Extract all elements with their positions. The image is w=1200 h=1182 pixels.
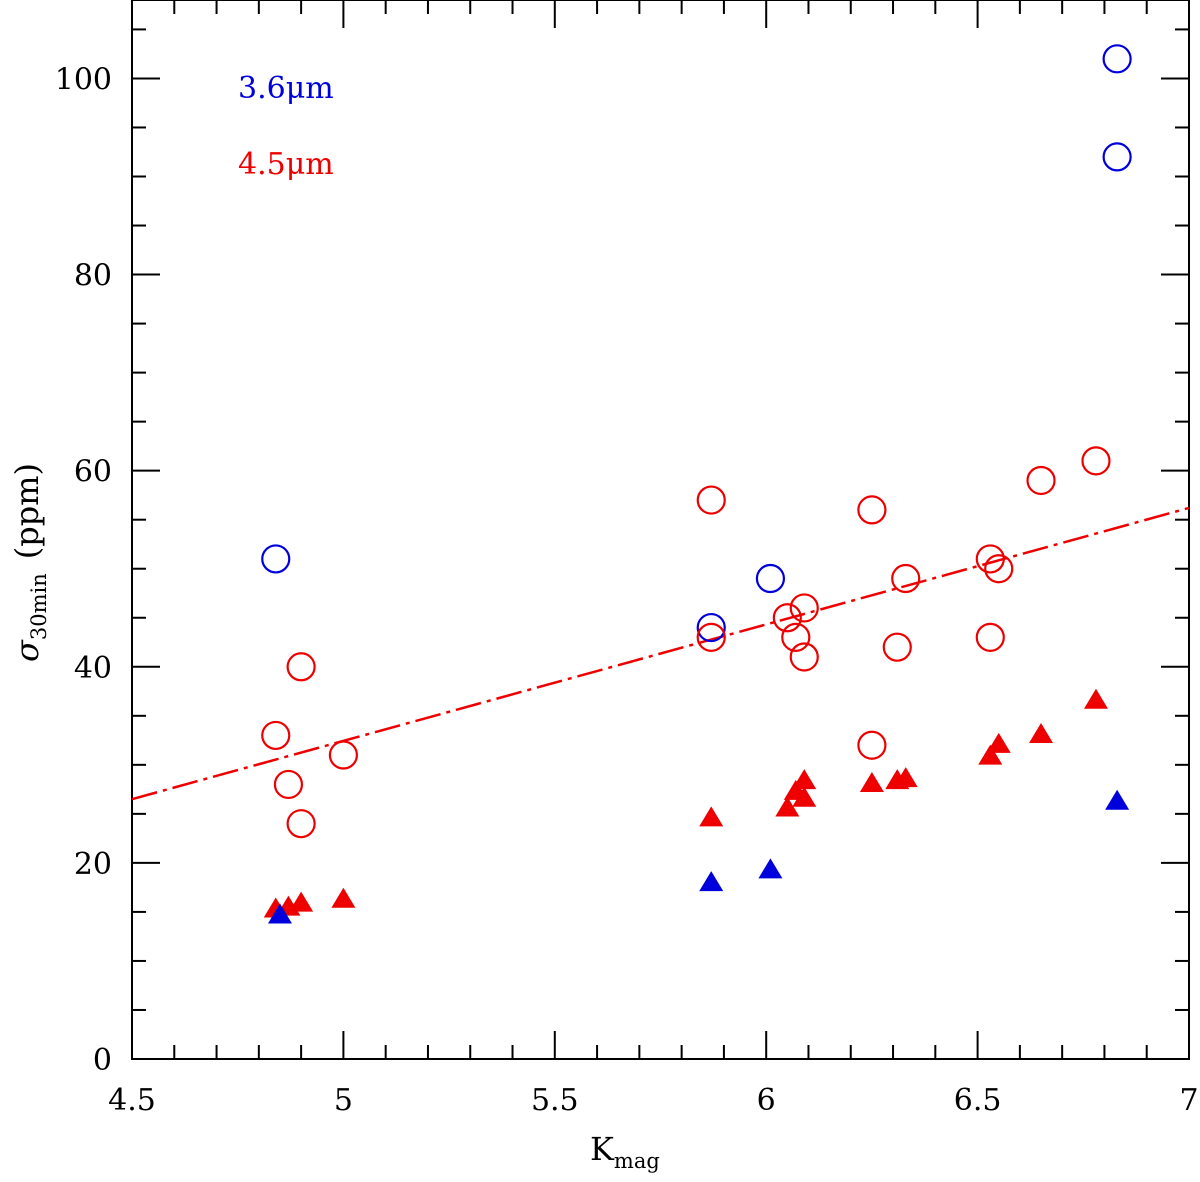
open-circle-marker: [286, 809, 316, 839]
open-circle-marker: [975, 622, 1005, 652]
open-circle-marker: [975, 544, 1005, 574]
open-circle-marker: [781, 622, 811, 652]
open-circle-marker: [696, 485, 726, 515]
open-circle-marker: [882, 632, 912, 662]
filled-triangle-marker: [859, 772, 884, 793]
open-circle-marker: [286, 652, 316, 682]
filled-triangle-marker: [267, 903, 292, 924]
y-tick-label: 60: [74, 455, 112, 490]
filled-triangle-marker: [792, 786, 817, 807]
y-tick-label: 40: [74, 651, 112, 686]
open-circle-marker: [857, 730, 887, 760]
open-circle-marker: [1102, 44, 1132, 74]
axis-tick-labels: 4.5 5 5.5 6 6.5 7 0 20 40 60 80 100: [55, 62, 1199, 1118]
fit-line: [131, 506, 1190, 801]
x-tick-label: 6.5: [954, 1083, 1002, 1118]
filled-triangle-marker: [699, 871, 724, 892]
filled-triangle-marker: [893, 767, 918, 788]
open-circle-marker: [772, 603, 802, 633]
open-circle-marker: [328, 740, 358, 770]
x-tick-label: 7: [1179, 1083, 1198, 1118]
legend-item-3-6um: 3.6μm: [238, 71, 334, 106]
filled-triangle-marker: [699, 806, 724, 827]
filled-triangle-marker: [289, 891, 314, 912]
open-circle-marker: [755, 563, 786, 594]
open-circle-marker: [857, 495, 887, 525]
y-tick-label: 20: [74, 847, 112, 882]
filled-triangle-marker: [792, 769, 817, 790]
y-tick-label: 80: [74, 259, 112, 294]
open-circle-marker: [261, 720, 291, 751]
x-tick-label: 4.5: [108, 1083, 156, 1118]
open-circle-marker: [1081, 446, 1111, 476]
filled-triangle-marker: [331, 887, 356, 908]
open-circle-marker: [261, 544, 291, 574]
open-circle-marker: [1102, 142, 1132, 172]
plot-frame: [131, 0, 1190, 1060]
filled-triangle-marker: [978, 744, 1003, 765]
data-points: [261, 44, 1132, 924]
filled-triangle-marker: [1083, 688, 1108, 709]
filled-triangle-marker: [1105, 789, 1130, 810]
open-circle-marker: [696, 622, 726, 652]
open-circle-marker: [1026, 465, 1056, 496]
y-tick-label: 100: [55, 62, 112, 97]
y-tick-label: 0: [93, 1043, 112, 1078]
open-circle-marker: [789, 593, 819, 623]
filled-triangle-marker: [986, 732, 1011, 753]
open-circle-marker: [696, 612, 726, 643]
x-axis-title: Kmag: [590, 1130, 660, 1173]
fit-line-group: [131, 506, 1190, 801]
open-circle-marker: [273, 769, 304, 800]
y-axis-title: σ30min(ppm): [8, 463, 51, 662]
x-tick-label: 5.5: [531, 1083, 579, 1118]
open-circle-marker: [789, 642, 819, 672]
open-circle-marker: [984, 554, 1014, 584]
x-tick-label: 6: [757, 1083, 776, 1118]
filled-triangle-marker: [775, 796, 800, 817]
open-circle-marker: [891, 563, 921, 594]
x-tick-label: 5: [334, 1083, 353, 1118]
legend-item-4-5um: 4.5μm: [238, 147, 334, 182]
filled-triangle-marker: [758, 858, 783, 879]
axis-ticks: [131, 0, 1190, 1060]
filled-triangle-marker: [1029, 723, 1054, 744]
